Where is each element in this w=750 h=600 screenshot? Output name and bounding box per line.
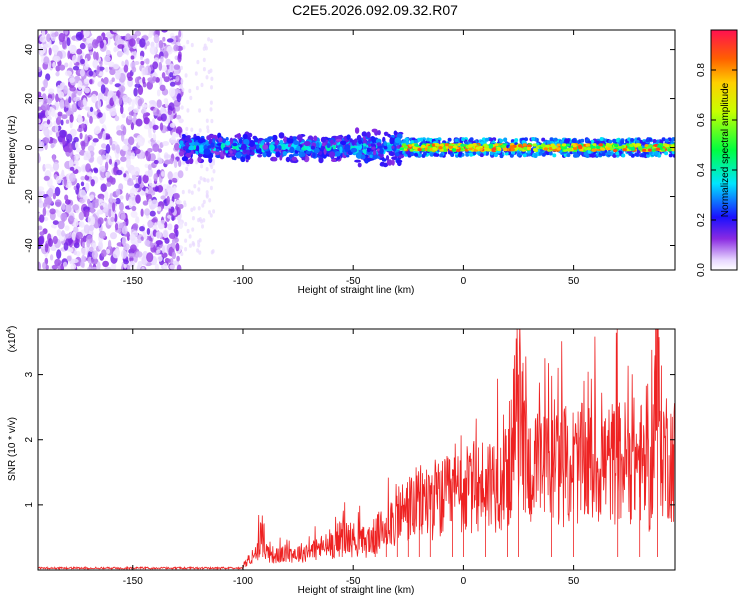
spectrogram-ytick-label: -40 bbox=[24, 238, 35, 253]
snr-ylabel: SNR (10 * v/v) bbox=[7, 417, 18, 481]
snr-ytick-label: 2 bbox=[24, 437, 35, 443]
snr-xtick-label: -50 bbox=[346, 576, 361, 587]
colorbar-tick-label: 0.8 bbox=[696, 63, 707, 77]
snr-xtick-label: 50 bbox=[568, 576, 580, 587]
spectrogram-axes: -150 -100 -50 0 50 -40 -20 0 20 40 bbox=[24, 30, 675, 287]
spectrogram-xtick-label: -50 bbox=[346, 276, 361, 287]
colorbar-ticks: 0.0 0.2 0.4 0.6 0.8 bbox=[696, 63, 737, 277]
colorbar-label: Normalized spectral amplitude bbox=[720, 82, 731, 217]
spectrogram-xtick-label: 0 bbox=[461, 276, 467, 287]
chart-title: C2E5.2026.092.09.32.R07 bbox=[292, 2, 458, 18]
spectrogram-xtick-label: -100 bbox=[233, 276, 253, 287]
spectrogram-frame bbox=[37, 29, 676, 271]
spectrogram-ytick-label: 0 bbox=[24, 144, 35, 150]
snr-ytick-label: 1 bbox=[24, 502, 35, 508]
snr-series-line bbox=[38, 329, 675, 570]
snr-ytick-label: 3 bbox=[24, 371, 35, 377]
spectrogram-xtick-label: 50 bbox=[568, 276, 580, 287]
snr-xtick-label: -100 bbox=[233, 576, 253, 587]
spectrogram-xtick-label: -150 bbox=[123, 276, 143, 287]
snr-xtick-label: -150 bbox=[123, 576, 143, 587]
colorbar-tick-label: 0.6 bbox=[696, 113, 707, 127]
snr-multiplier: (x104) bbox=[6, 326, 18, 353]
snr-axes: -150 -100 -50 0 50 1 2 3 bbox=[24, 329, 675, 587]
spectrogram-panel: -150 -100 -50 0 50 -40 -20 0 20 40 Height of stra… bbox=[7, 29, 676, 296]
spectrogram-ytick-label: 40 bbox=[24, 44, 35, 56]
spectrogram-ylabel: Frequency (Hz) bbox=[7, 116, 18, 185]
snr-frame bbox=[37, 328, 676, 571]
snr-xlabel: Height of straight line (km) bbox=[298, 585, 415, 596]
spectrogram-ytick-label: -20 bbox=[24, 189, 35, 204]
colorbar-tick-label: 0.2 bbox=[696, 213, 707, 227]
colorbar-tick-label: 0.0 bbox=[696, 263, 707, 277]
spectrogram-ytick-label: 20 bbox=[24, 93, 35, 105]
snr-xtick-label: 0 bbox=[461, 576, 467, 587]
colorbar: 0.0 0.2 0.4 0.6 0.8 Normalized spectral ampl… bbox=[696, 29, 738, 277]
spectrogram-xlabel: Height of straight line (km) bbox=[298, 285, 415, 296]
heatmap-cells bbox=[38, 30, 675, 270]
colorbar-tick-label: 0.4 bbox=[696, 163, 707, 177]
snr-panel: -150 -100 -50 0 50 1 2 3 Height of straight lin… bbox=[6, 326, 676, 596]
